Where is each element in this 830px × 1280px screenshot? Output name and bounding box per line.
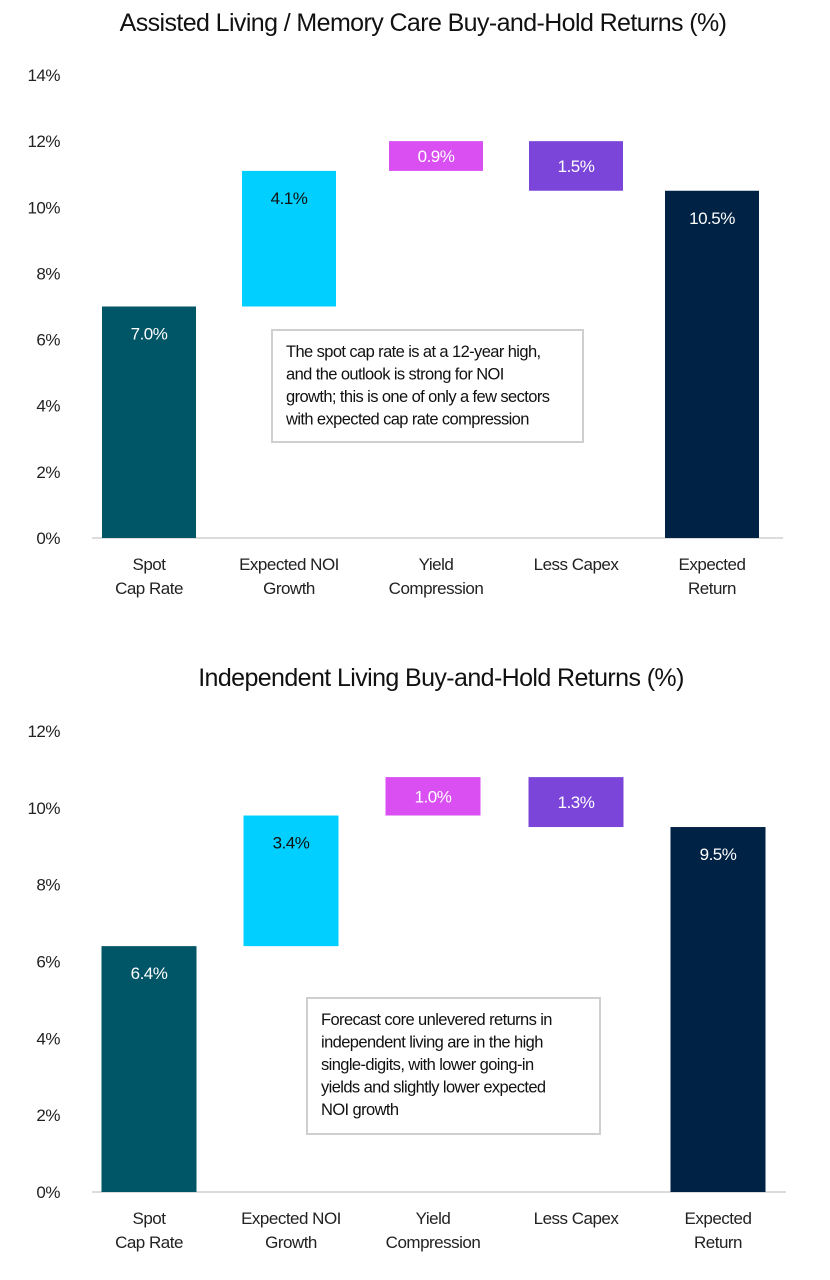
x-tick-label: Growth [265, 1233, 317, 1252]
x-tick-label: Return [688, 579, 736, 598]
data-label: 1.0% [415, 787, 452, 806]
x-tick-label: Expected [685, 1209, 752, 1228]
annotation-border [306, 997, 601, 1135]
bar [102, 306, 196, 538]
x-tick-label: Cap Rate [115, 579, 183, 598]
bar [385, 777, 481, 816]
annotation-text: Forecast core unlevered returns in [321, 1011, 552, 1029]
bar [101, 946, 197, 1192]
x-tick-label: Return [694, 1233, 742, 1252]
y-tick-label: 4% [36, 1029, 60, 1048]
y-tick-label: 14% [27, 66, 60, 85]
data-label: 3.4% [273, 834, 310, 853]
y-tick-label: 12% [27, 132, 60, 151]
annotation-border [271, 329, 584, 443]
assisted-living-chart: Assisted Living / Memory Care Buy-and-Ho… [27, 9, 783, 598]
annotation-text: single-digits, with lower going-in [321, 1056, 534, 1074]
y-tick-label: 6% [36, 331, 60, 350]
annotation-text: The spot cap rate is at a 12-year high, [286, 343, 541, 361]
x-tick-label: Yield [416, 1209, 451, 1228]
x-tick-label: Less Capex [534, 1209, 620, 1228]
data-label: 1.3% [558, 793, 595, 812]
y-tick-label: 12% [27, 722, 60, 741]
chart-title: Independent Living Buy-and-Hold Returns … [198, 664, 684, 692]
annotation-box: The spot cap rate is at a 12-year high, a… [271, 329, 584, 443]
y-tick-label: 2% [36, 463, 60, 482]
x-tick-label: Spot [133, 555, 167, 574]
x-tick-label: Cap Rate [115, 1233, 183, 1252]
x-tick-label: Less Capex [534, 555, 620, 574]
annotation-text: and the outlook is strong for NOI [286, 366, 504, 384]
x-tick-label: Expected NOI [239, 555, 339, 574]
x-tick-label: Compression [386, 1233, 481, 1252]
y-tick-label: 8% [36, 876, 60, 895]
annotation-text: with expected cap rate compression [285, 411, 529, 429]
annotation-text: yields and slightly lower expected [321, 1079, 546, 1097]
y-tick-label: 6% [36, 953, 60, 972]
bar [670, 827, 766, 1192]
y-tick-label: 0% [36, 1183, 60, 1202]
bar [243, 815, 339, 947]
chart-title: Assisted Living / Memory Care Buy-and-Ho… [120, 9, 727, 37]
y-tick-label: 0% [36, 529, 60, 548]
x-tick-label: Expected [679, 555, 746, 574]
y-tick-label: 8% [36, 264, 60, 283]
annotation-box: Forecast core unlevered returns in indepe… [306, 997, 601, 1135]
x-tick-label: Spot [133, 1209, 167, 1228]
y-tick-label: 10% [27, 198, 60, 217]
data-label: 6.4% [131, 964, 168, 983]
data-label: 4.1% [271, 189, 308, 208]
y-tick-label: 2% [36, 1106, 60, 1125]
bar [665, 190, 759, 538]
annotation-text: independent living are in the high [321, 1034, 543, 1052]
independent-living-chart: Independent Living Buy-and-Hold Returns … [27, 664, 786, 1252]
bar [529, 141, 623, 191]
data-label: 10.5% [689, 209, 735, 228]
data-label: 7.0% [131, 325, 168, 344]
y-tick-label: 4% [36, 397, 60, 416]
x-tick-label: Growth [263, 579, 315, 598]
data-label: 9.5% [700, 845, 737, 864]
x-tick-label: Expected NOI [241, 1209, 341, 1228]
y-tick-label: 10% [27, 799, 60, 818]
x-tick-label: Yield [419, 555, 454, 574]
bar [242, 170, 336, 307]
data-label: 1.5% [558, 157, 595, 176]
x-tick-label: Compression [389, 579, 484, 598]
data-label: 0.9% [418, 147, 455, 166]
bar [528, 777, 624, 828]
bar [389, 141, 483, 171]
annotation-text: growth; this is one of only a few sector… [286, 388, 550, 406]
annotation-text: NOI growth [321, 1101, 399, 1119]
